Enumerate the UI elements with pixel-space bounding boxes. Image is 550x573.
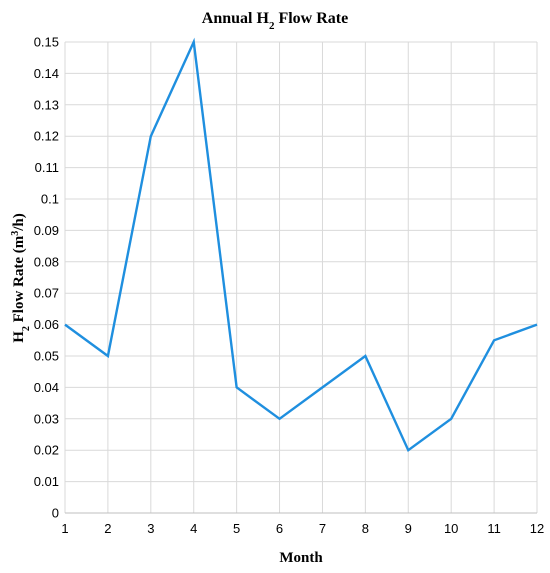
x-tick-label: 11 bbox=[487, 521, 501, 536]
series-layer bbox=[64, 37, 538, 453]
chart-title-suffix: Flow Rate bbox=[274, 10, 348, 27]
y-tick-label: 0.07 bbox=[34, 286, 59, 301]
y-tick-label: 0.11 bbox=[35, 160, 59, 175]
y-tick-label: 0.06 bbox=[34, 317, 59, 332]
x-tick-label: 1 bbox=[61, 521, 68, 536]
chart-title-prefix: Annual H bbox=[202, 10, 270, 27]
x-tick-label: 6 bbox=[276, 521, 283, 536]
y-axis-title-superscript: 3 bbox=[10, 231, 21, 236]
x-tick-label: 5 bbox=[233, 521, 240, 536]
y-axis-title-middle: Flow Rate (m bbox=[11, 235, 27, 326]
chart-title: Annual H2 Flow Rate bbox=[202, 10, 348, 32]
chart-title-subscript: 2 bbox=[269, 20, 275, 32]
y-tick-label: 0.1 bbox=[41, 192, 59, 207]
y-tick-label: 0.09 bbox=[34, 223, 59, 238]
y-tick-label: 0.12 bbox=[34, 129, 59, 144]
y-tick-label: 0.14 bbox=[34, 66, 59, 81]
y-tick-label: 0.08 bbox=[34, 254, 59, 269]
y-axis-title-end: /h) bbox=[11, 213, 27, 232]
x-tick-label: 10 bbox=[444, 521, 458, 536]
y-axis-title-subscript: 2 bbox=[21, 326, 32, 331]
x-tick-label: 12 bbox=[530, 521, 544, 536]
y-tick-label: 0.13 bbox=[34, 97, 59, 112]
x-axis-title: Month bbox=[279, 550, 323, 566]
x-tick-label: 2 bbox=[104, 521, 111, 536]
y-tick-label: 0 bbox=[52, 506, 59, 521]
y-tick-label: 0.01 bbox=[34, 474, 59, 489]
y-axis-title: H2 Flow Rate (m3/h) bbox=[10, 213, 32, 343]
y-tick-label: 0.04 bbox=[34, 380, 59, 395]
x-tick-label: 3 bbox=[147, 521, 154, 536]
x-tick-label: 9 bbox=[405, 521, 412, 536]
x-tick-label: 8 bbox=[362, 521, 369, 536]
y-axis-title-h: H bbox=[11, 331, 27, 343]
y-tick-label: 0.05 bbox=[34, 349, 59, 364]
x-tick-label: 4 bbox=[190, 521, 197, 536]
y-tick-label: 0.03 bbox=[34, 411, 59, 426]
x-tick-label: 7 bbox=[319, 521, 326, 536]
y-tick-label: 0.15 bbox=[34, 35, 59, 50]
y-tick-label: 0.02 bbox=[34, 443, 59, 458]
series-line bbox=[64, 37, 538, 453]
tick-layer: 0 0.01 0.02 0.03 0.04 0.05 0.06 0.07 0.08 0.09 0.1… bbox=[34, 35, 545, 537]
